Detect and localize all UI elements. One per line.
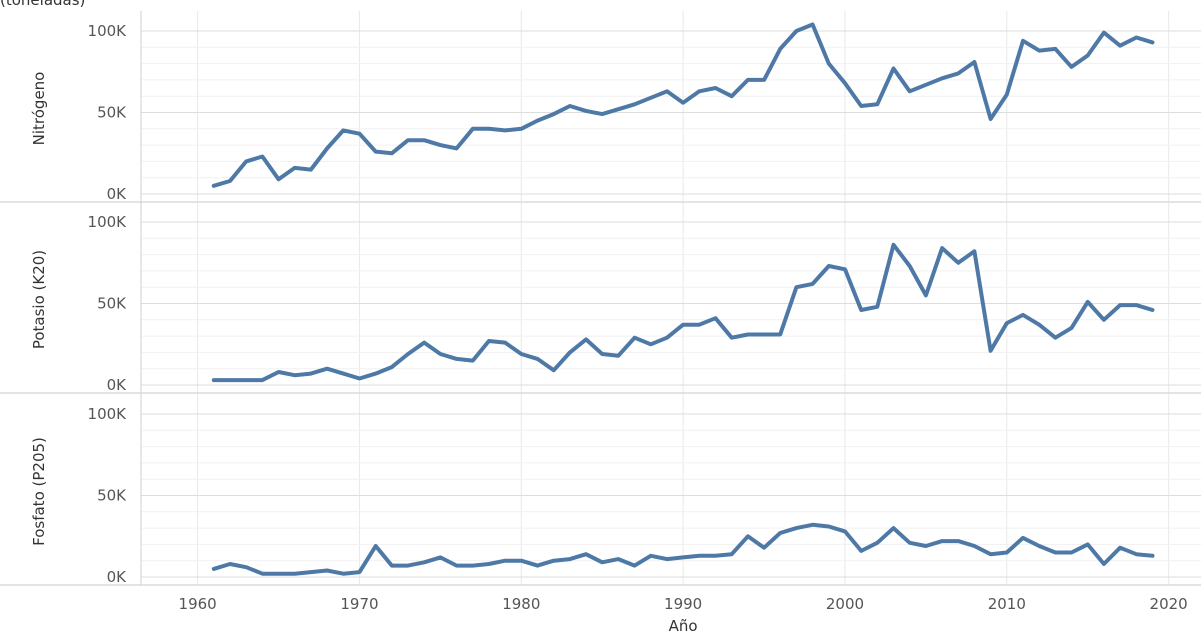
facet-label: Fosfato (P205) xyxy=(30,437,48,546)
x-axis-title: Año xyxy=(669,617,698,633)
facet-panel: 0K 50K 100K Nitrógeno xyxy=(0,11,1201,203)
y-tick-label: 0K xyxy=(107,568,128,586)
chart-title: (toneladas) xyxy=(0,0,86,9)
x-tick-label: 2000 xyxy=(826,595,864,613)
series-line xyxy=(211,522,1155,576)
x-tick-label: 1990 xyxy=(664,595,702,613)
y-tick-label: 100K xyxy=(88,22,128,40)
facet-panel: 0K 50K 100K Fosfato (P205) xyxy=(0,394,1201,586)
x-tick-label: 1980 xyxy=(502,595,540,613)
series-line xyxy=(211,22,1155,188)
y-tick-label: 50K xyxy=(97,295,127,313)
x-tick-label: 1970 xyxy=(340,595,378,613)
x-tick-label: 1960 xyxy=(179,595,217,613)
facet-panel: 0K 50K 100K Potasio (K20) xyxy=(0,202,1201,394)
x-tick-label: 2020 xyxy=(1150,595,1188,613)
facet-label: Potasio (K20) xyxy=(30,250,48,349)
series-line xyxy=(211,242,1155,383)
y-tick-label: 50K xyxy=(97,487,127,505)
y-tick-label: 100K xyxy=(88,213,128,231)
y-tick-label: 50K xyxy=(97,104,127,122)
y-tick-label: 100K xyxy=(88,405,128,423)
facet-label: Nitrógeno xyxy=(30,72,48,146)
y-tick-label: 0K xyxy=(107,185,128,203)
x-tick-label: 2010 xyxy=(988,595,1026,613)
y-tick-label: 0K xyxy=(107,376,128,394)
